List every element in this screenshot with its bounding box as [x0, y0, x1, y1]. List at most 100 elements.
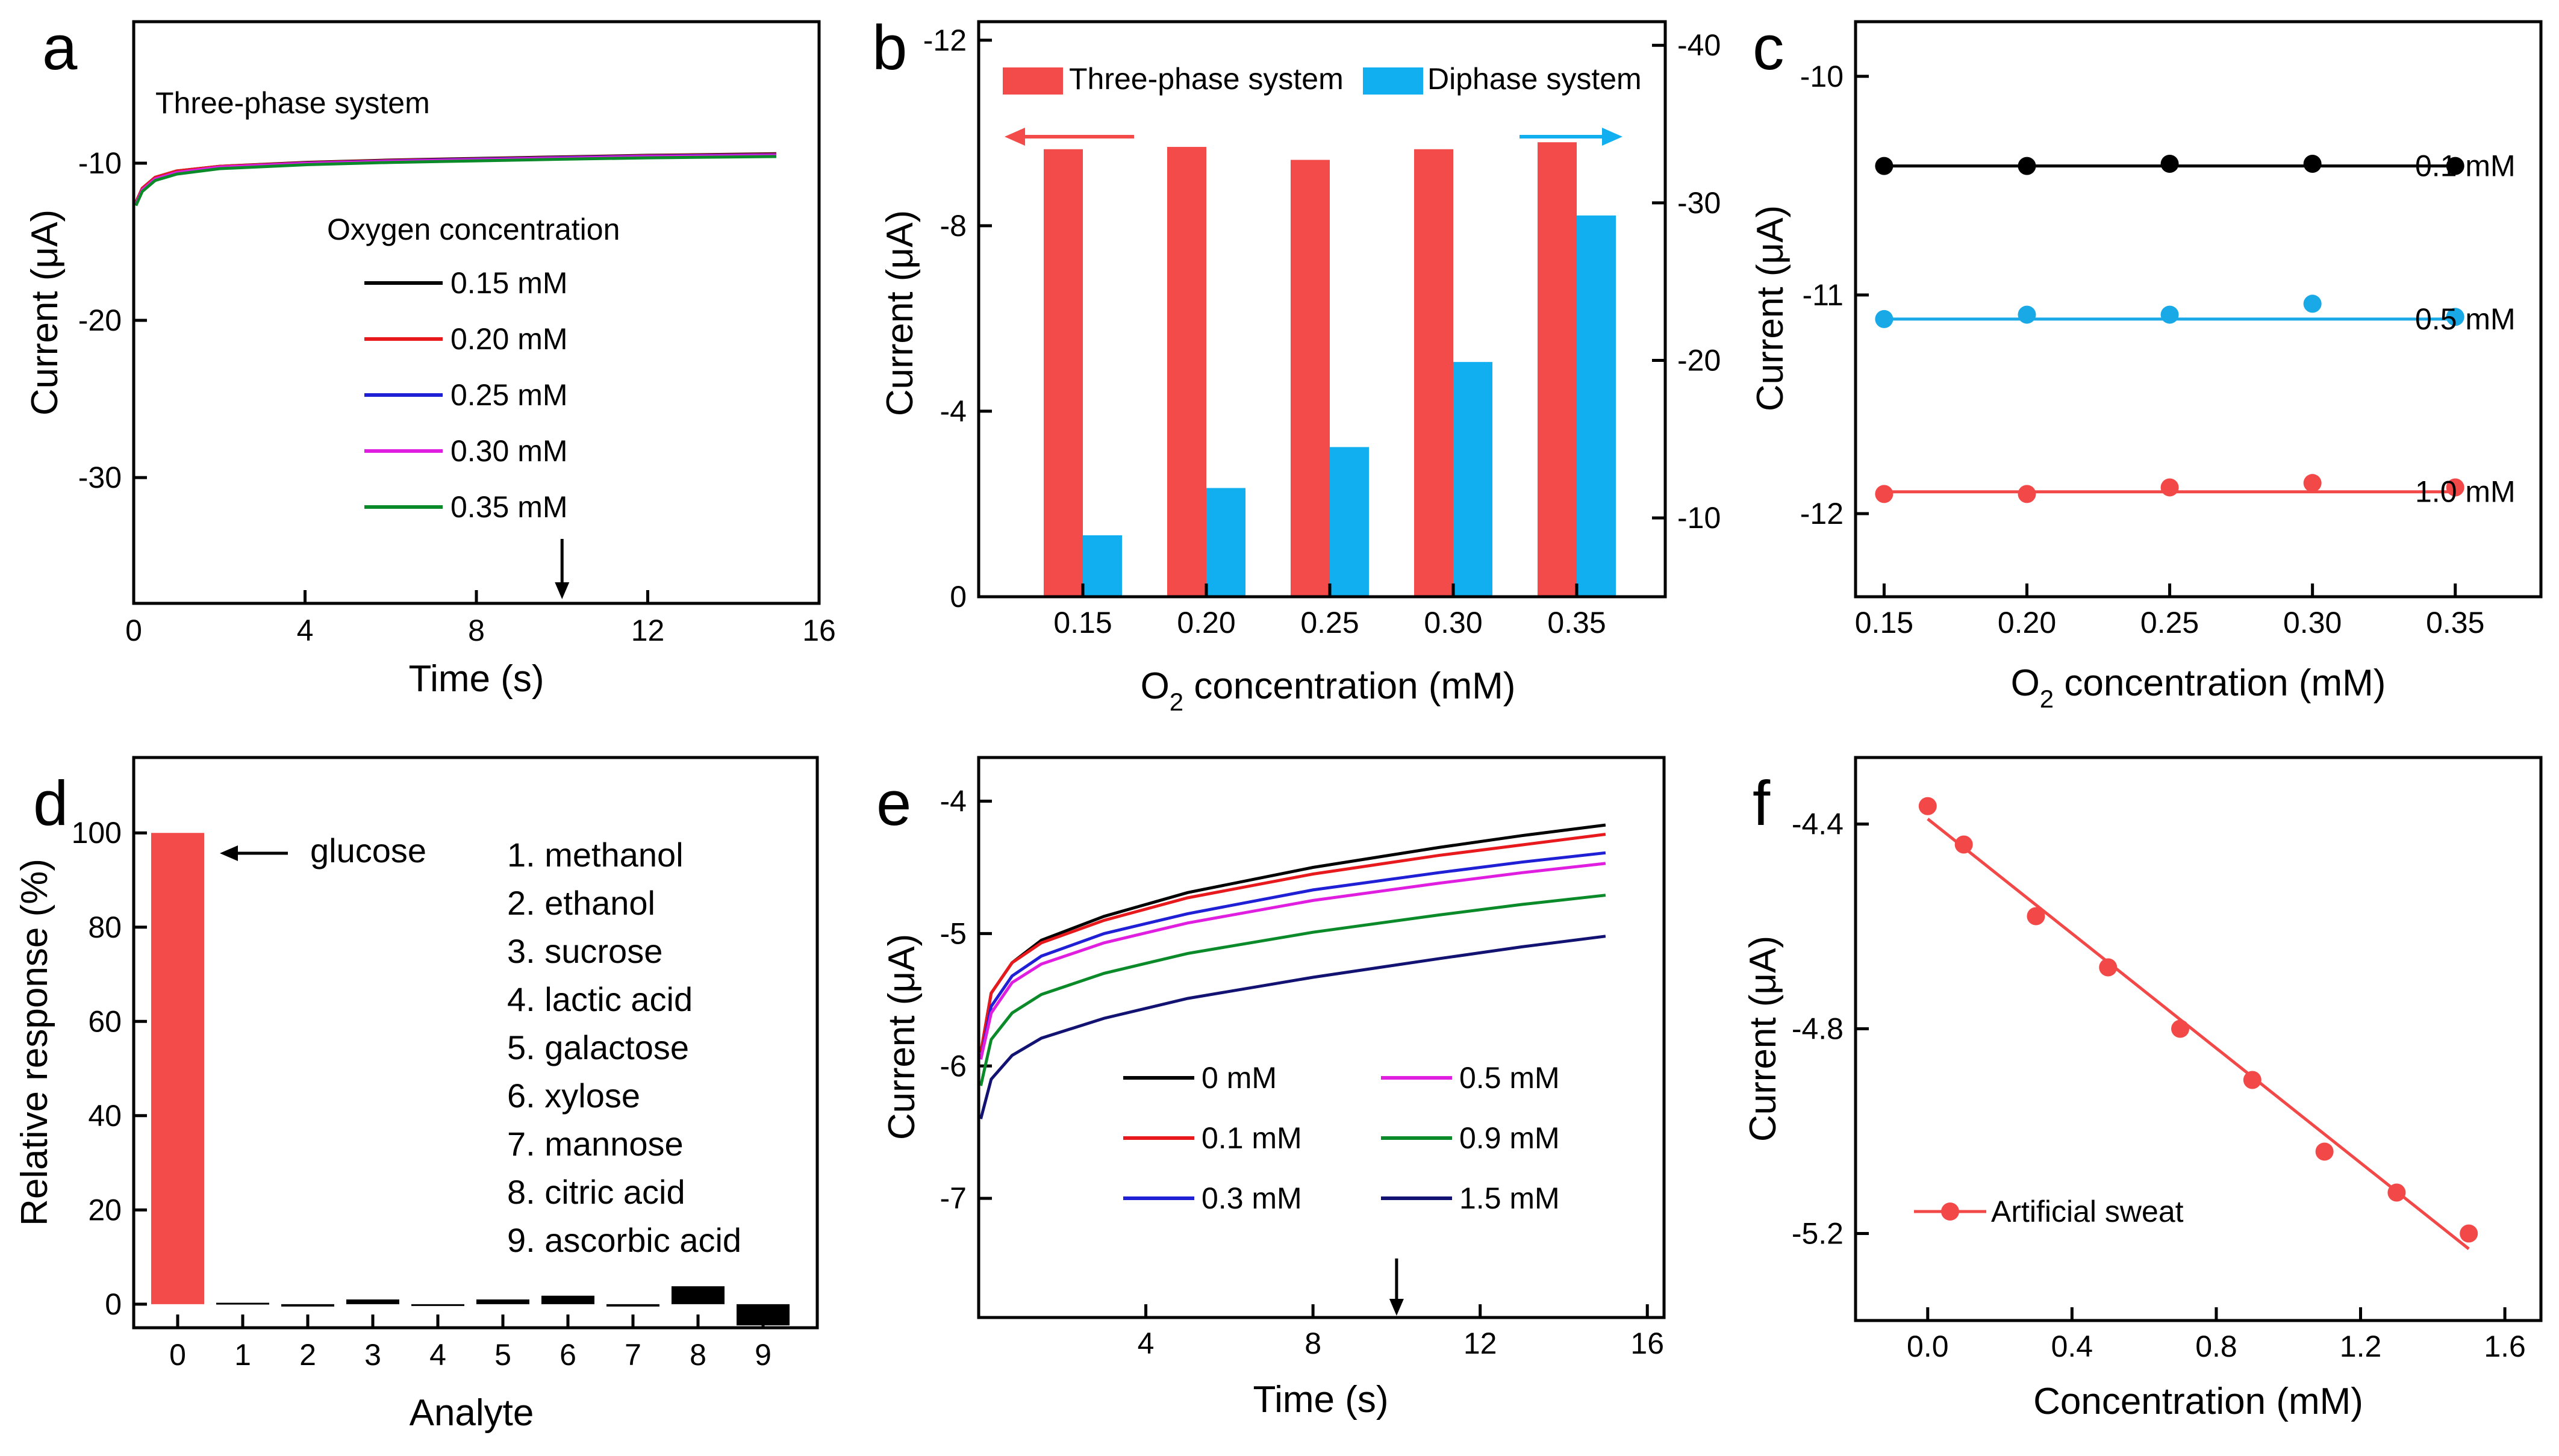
x-tick-label: 2: [299, 1338, 316, 1372]
x-axis-label-main: O: [2011, 662, 2040, 704]
bar-diphase: [1577, 215, 1616, 597]
x-tick-label: 3: [364, 1338, 381, 1372]
legend-swatch-diphase: [1363, 67, 1423, 95]
x-ticks: 4 8 12 16: [1138, 1304, 1664, 1360]
data-point: [2315, 1142, 2334, 1161]
x-tick-label: 16: [1630, 1327, 1664, 1360]
x-tick-label: 0: [125, 614, 142, 647]
data-point: [2171, 1019, 2190, 1038]
fit-line: [1927, 818, 2470, 1250]
y-ticks-left: 0 -4 -8 -12: [923, 23, 992, 614]
arrow-head: [555, 582, 570, 599]
x-tick-label: 0.35: [1547, 606, 1606, 639]
x-tick-label: 4: [1138, 1327, 1155, 1360]
panel-b: b 0 -4 -8 -12 -10 -20 -30 -40 0.15 0.20 0.25 0.30…: [872, 13, 1721, 716]
x-tick-label: 16: [802, 614, 836, 647]
bar-three-phase: [1044, 149, 1083, 597]
bars-group: [151, 833, 790, 1326]
y-tick-label: -30: [78, 461, 122, 494]
panel-label-d: d: [33, 768, 68, 839]
y-tick-label: -4: [940, 785, 967, 818]
data-point: [2027, 907, 2045, 926]
x-tick-label: 0.30: [2283, 606, 2342, 639]
glucose-annotation: glucose: [310, 832, 426, 870]
x-tick-label: 0.20: [1998, 606, 2056, 639]
panel-label-b: b: [872, 13, 907, 83]
plot-frame: [132, 20, 821, 605]
x-ticks: 0.15 0.20 0.25 0.30 0.35: [1053, 583, 1606, 639]
x-axis-label-subscript: 2: [2040, 685, 2054, 713]
y-axis-label: Current (μA): [24, 210, 66, 415]
y-tick-label: 20: [88, 1193, 122, 1227]
y-tick-label-right: -10: [1677, 501, 1721, 535]
x-axis-label-main: O: [1141, 665, 1170, 707]
y-tick-label: -7: [940, 1181, 967, 1215]
x-tick-label: 0.25: [2140, 606, 2199, 639]
data-point: [2160, 155, 2179, 173]
bar-three-phase: [1414, 149, 1453, 597]
data-point: [2243, 1071, 2261, 1089]
legend-label: 0.9 mM: [1459, 1121, 1560, 1155]
y-tick-label: -4.4: [1792, 807, 1844, 841]
data-point: [2446, 308, 2464, 326]
series-group: [979, 823, 1606, 1119]
legend-label: 0.1 mM: [1202, 1121, 1302, 1155]
y-tick-label: -11: [1802, 278, 1844, 312]
y-axis-label: Current (μA): [1750, 205, 1791, 411]
x-tick-label: 8: [468, 614, 485, 647]
series-line-0.35-mM: [134, 155, 776, 207]
y-tick-label-right: -30: [1677, 186, 1721, 220]
panel-a: a Three-phase system Oxygen concentratio…: [24, 13, 836, 700]
y-tick-label: -10: [1800, 60, 1844, 93]
plot-frame: [1854, 756, 2543, 1322]
bar-three-phase: [1291, 160, 1330, 597]
arrow-marker: [1389, 1258, 1404, 1316]
glucose-arrow: [220, 845, 288, 861]
x-axis-label-rest: concentration (mM): [2054, 662, 2386, 704]
series-line-0.1-mM: [979, 833, 1606, 1053]
y-tick-label-left: -12: [923, 23, 967, 57]
series-group: [134, 152, 776, 207]
y-tick-label: -5: [940, 916, 967, 950]
x-tick-label: 8: [1304, 1327, 1321, 1360]
y-tick-label-left: 0: [950, 580, 967, 614]
x-tick-label: 0.35: [2426, 606, 2484, 639]
annotation-text: Three-phase system: [155, 86, 430, 120]
data-point: [2160, 305, 2179, 324]
data-point: [2099, 958, 2118, 977]
legend-label: 0.3 mM: [1202, 1181, 1302, 1215]
legend-label: 0.15 mM: [450, 266, 568, 300]
analyte-list: 1. methanol 2. ethanol 3. sucrose 4. lactic…: [507, 836, 741, 1259]
data-point: [1918, 797, 1937, 815]
analyte-list-item: 8. citric acid: [507, 1173, 685, 1211]
x-tick-label: 0.8: [2195, 1330, 2237, 1363]
data-point: [1875, 485, 1894, 503]
plot-frame: [132, 756, 819, 1330]
x-tick-label: 0: [169, 1338, 186, 1372]
analyte-list-item: 3. sucrose: [507, 932, 662, 970]
right-axis-arrow: [1520, 128, 1622, 146]
x-tick-label: 1: [234, 1338, 251, 1372]
plot-frame: [977, 20, 1667, 599]
y-ticks: 0 20 40 60 80 100: [72, 816, 147, 1321]
legend: 0 mM 0.1 mM 0.3 mM 0.5 mM 0.9 mM 1.5 mM: [1123, 1061, 1560, 1215]
x-axis-label: O2 concentration (mM): [1141, 665, 1516, 716]
y-tick-label-right: -20: [1677, 344, 1721, 378]
bar-analyte-5: [476, 1299, 529, 1304]
legend-title: Oxygen concentration: [327, 213, 620, 246]
x-tick-label: 4: [297, 614, 314, 647]
bars-group: [1044, 142, 1616, 597]
arrow-marker: [555, 539, 570, 599]
legend: 0.15 mM 0.20 mM 0.25 mM 0.30 mM 0.35 mM: [364, 266, 568, 524]
x-tick-label: 1.2: [2340, 1330, 2382, 1363]
x-axis-label: Time (s): [409, 658, 544, 700]
x-ticks: 0.15 0.20 0.25 0.30 0.35: [1855, 583, 2484, 639]
x-tick-label: 0.25: [1300, 606, 1359, 639]
panel-label-a: a: [42, 13, 78, 83]
x-ticks: 0 1 2 3 4 5 6 7 8 9: [169, 1314, 771, 1372]
data-point: [2460, 1224, 2478, 1243]
x-tick-label: 4: [429, 1338, 446, 1372]
panel-label-f: f: [1753, 768, 1771, 839]
bar-analyte-3: [346, 1299, 399, 1304]
bar-analyte-6: [541, 1295, 594, 1304]
